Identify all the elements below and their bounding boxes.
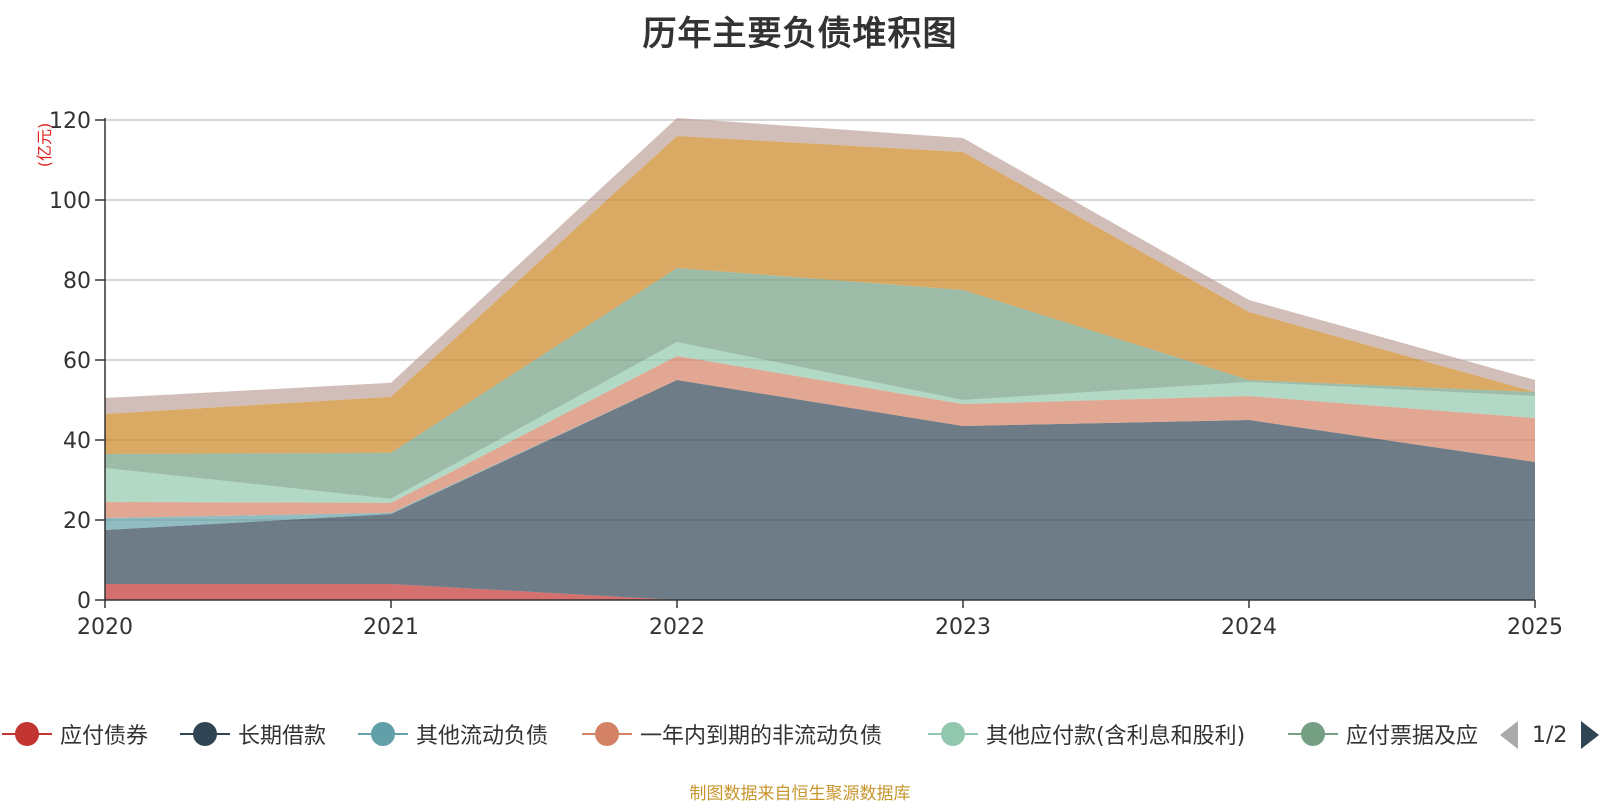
legend-pager: 1/2	[1500, 718, 1600, 752]
legend-items: 应付债券 长期借款 其他流动负债 一年内到期的非流动负债 其他应付款(含利息和股利) 应付…	[0, 714, 1478, 754]
y-axis-unit-label: (亿元)	[35, 123, 54, 168]
legend: 应付债券 长期借款 其他流动负债 一年内到期的非流动负债 其他应付款(含利息和股利) 应付…	[0, 714, 1600, 754]
x-tick-label: 2025	[1507, 615, 1563, 640]
legend-label: 一年内到期的非流动负债	[640, 724, 883, 749]
legend-item-3[interactable]: 一年内到期的非流动负债	[582, 714, 882, 754]
legend-item-0[interactable]: 应付债券	[2, 714, 148, 754]
area-series-5[interactable]	[105, 268, 1535, 499]
legend-prev-page-icon[interactable]	[1500, 721, 1518, 749]
area-series-6[interactable]	[105, 136, 1535, 454]
legend-swatch-icon	[180, 720, 230, 748]
y-tick-label: 80	[63, 269, 91, 294]
x-tick-label: 2024	[1221, 615, 1277, 640]
area-series	[105, 118, 1535, 600]
legend-swatch-icon	[582, 720, 632, 748]
x-tick-label: 2023	[935, 615, 991, 640]
y-tick-label: 120	[49, 109, 91, 134]
legend-item-5[interactable]: 应付票据及应付账款	[1288, 714, 1478, 754]
area-series-1[interactable]	[105, 380, 1535, 600]
legend-swatch-icon	[1288, 720, 1338, 748]
data-source-note: 制图数据来自恒生聚源数据库	[689, 784, 911, 804]
x-tick-label: 2022	[649, 615, 705, 640]
legend-swatch-icon	[928, 720, 978, 748]
y-tick-label: 20	[63, 509, 91, 534]
legend-item-4[interactable]: 其他应付款(含利息和股利)	[928, 714, 1245, 754]
y-tick-label: 0	[77, 589, 91, 614]
legend-label: 应付债券	[60, 724, 149, 749]
legend-label: 其他应付款(含利息和股利)	[986, 724, 1246, 749]
legend-next-page-icon[interactable]	[1581, 721, 1600, 749]
area-series-4[interactable]	[105, 342, 1535, 503]
legend-page-indicator: 1/2	[1532, 722, 1568, 748]
legend-label: 长期借款	[238, 724, 327, 749]
legend-item-2[interactable]: 其他流动负债	[358, 714, 548, 754]
legend-label: 其他流动负债	[416, 724, 549, 749]
area-series-3[interactable]	[105, 356, 1535, 518]
x-tick-label: 2021	[363, 615, 419, 640]
axes: 0 20 40 60 80 100 120 2020 2021 2022 2023 2024 2025	[49, 109, 1563, 640]
y-tick-label: 100	[49, 189, 91, 214]
x-tick-label: 2020	[77, 615, 133, 640]
legend-item-1[interactable]: 长期借款	[180, 714, 326, 754]
legend-label: 应付票据及应付账款	[1346, 724, 1478, 749]
y-tick-label: 60	[63, 349, 91, 374]
legend-swatch-icon	[2, 720, 52, 748]
chart-title: 历年主要负债堆积图	[642, 14, 958, 54]
y-tick-label: 40	[63, 429, 91, 454]
legend-swatch-icon	[358, 720, 408, 748]
